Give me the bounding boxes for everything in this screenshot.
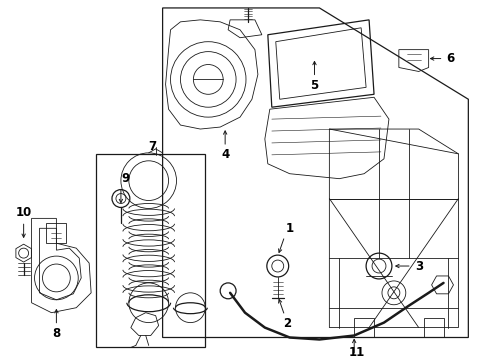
- Text: 9: 9: [122, 172, 130, 185]
- Text: 6: 6: [446, 52, 454, 65]
- Text: 5: 5: [310, 79, 318, 92]
- Text: 7: 7: [148, 140, 157, 153]
- Text: 4: 4: [221, 148, 229, 161]
- Text: 1: 1: [285, 222, 293, 235]
- Text: 3: 3: [415, 260, 423, 273]
- Text: 2: 2: [283, 317, 291, 330]
- Text: 8: 8: [52, 327, 61, 340]
- Text: 11: 11: [348, 346, 365, 359]
- Text: 10: 10: [16, 206, 32, 219]
